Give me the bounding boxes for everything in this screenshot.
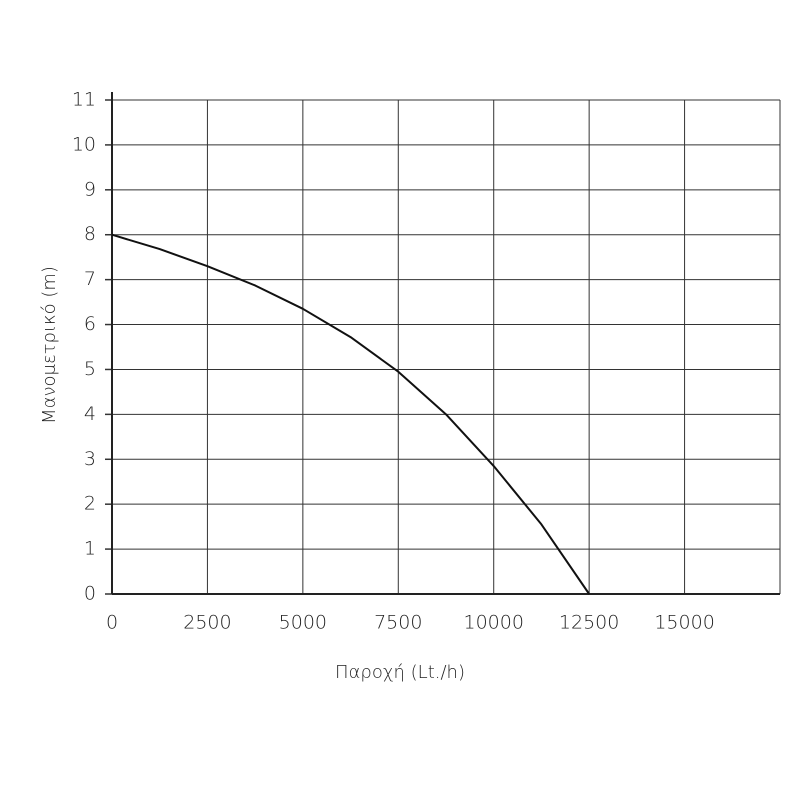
y-tick-label: 4: [84, 403, 96, 425]
y-tick-label: 1: [84, 538, 96, 560]
y-axis-label: Μανομετρικό (m): [39, 266, 60, 424]
x-tick-label: 2500: [183, 612, 231, 634]
x-tick-label: 7500: [374, 612, 422, 634]
y-tick-label: 2: [84, 493, 96, 515]
y-tick-label: 6: [84, 313, 96, 335]
y-tick-label: 10: [72, 133, 96, 155]
x-tick-label: 10000: [463, 612, 523, 634]
y-tick-label: 8: [84, 223, 96, 245]
y-tick-label: 5: [84, 358, 96, 380]
y-tick-label: 7: [84, 268, 96, 290]
y-tick-label: 11: [72, 89, 96, 111]
y-tick-label: 0: [84, 583, 96, 605]
x-tick-label: 12500: [559, 612, 619, 634]
y-tick-label: 3: [84, 448, 96, 470]
x-axis-label: Παροχή (Lt./h): [335, 662, 465, 683]
y-tick-label: 9: [84, 178, 96, 200]
line-series: [111, 233, 590, 595]
x-tick-label: 0: [106, 612, 118, 634]
x-tick-label: 15000: [654, 612, 714, 634]
x-tick-label: 5000: [279, 612, 327, 634]
